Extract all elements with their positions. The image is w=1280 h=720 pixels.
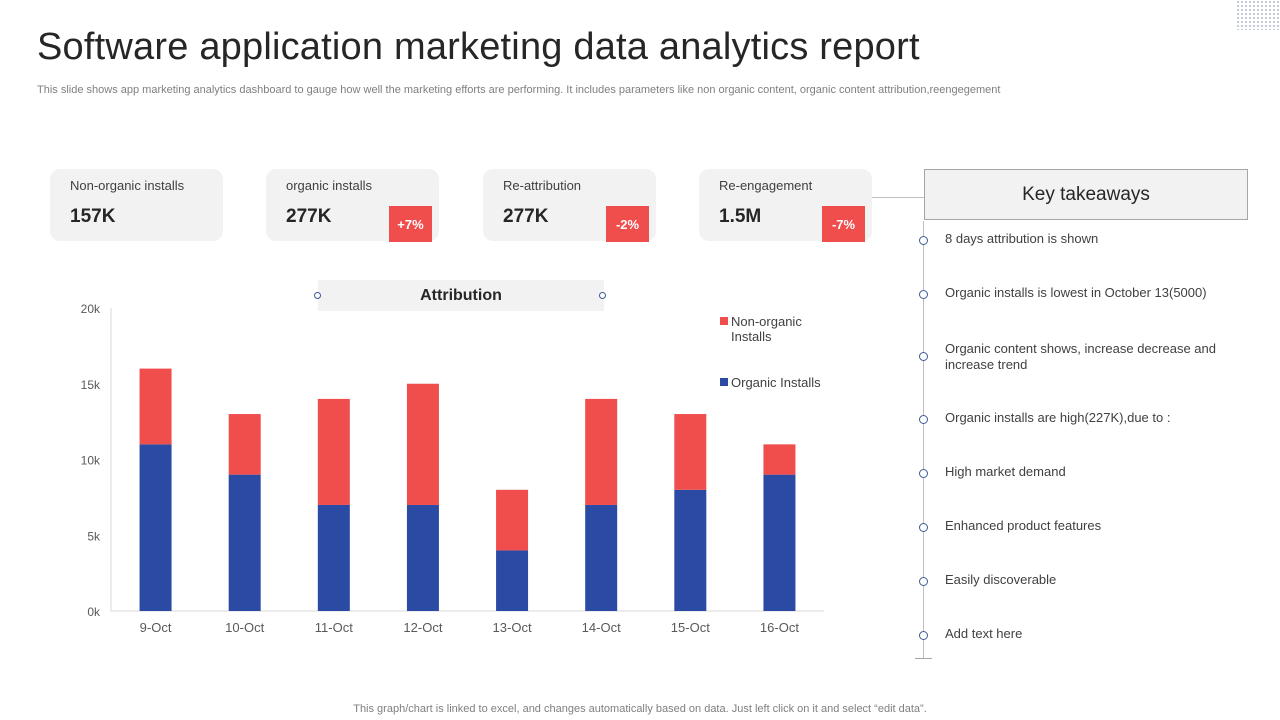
takeaway-text: Organic content shows, increase decrease… [945,341,1216,372]
y-tick-label: 5k [87,529,101,543]
x-tick-label: 15-Oct [671,620,710,635]
bar-organic-installs-10-oct [228,474,261,611]
decorative-dot-grid [1236,0,1280,30]
bar-non-organic-installs-11-oct [317,398,350,505]
takeaway-text: High market demand [945,464,1066,479]
kpi-value: 157K [70,206,116,227]
kpi-change-badge: -7% [822,206,865,242]
timeline-dot-icon [919,631,928,640]
connector-line [872,197,924,198]
page-title: Software application marketing data anal… [37,26,920,68]
bar-non-organic-installs-14-oct [585,398,618,505]
kpi-value: 277K [286,206,332,227]
bar-organic-installs-11-oct [317,504,350,611]
bar-organic-installs-16-oct [763,474,796,611]
x-tick-label: 10-Oct [225,620,264,635]
timeline-dot-icon [919,290,928,299]
takeaway-text: Organic installs are high(227K),due to : [945,410,1171,425]
x-tick-label: 16-Oct [760,620,799,635]
takeaway-text: Easily discoverable [945,572,1057,587]
kpi-label: Non-organic installs [70,178,185,193]
kpi-change-badge: +7% [389,206,432,242]
y-tick-label: 20k [81,302,101,316]
takeaway-text: Organic installs is lowest in October 13… [945,285,1207,300]
x-tick-label: 14-Oct [582,620,621,635]
x-tick-label: 13-Oct [493,620,532,635]
bar-non-organic-installs-10-oct [228,414,261,475]
chart-title: Attribution [318,280,604,311]
bar-non-organic-installs-15-oct [674,414,707,490]
takeaway-text: Enhanced product features [945,518,1102,533]
takeaway-text: 8 days attribution is shown [945,231,1099,246]
legend-label: Non-organic Installs [731,314,802,344]
footer-note: This graph/chart is linked to excel, and… [353,703,927,715]
bar-organic-installs-9-oct [139,444,172,611]
legend-label: Organic Installs [731,375,821,390]
y-tick-label: 0k [87,605,101,619]
bar-organic-installs-15-oct [674,489,707,611]
y-tick-label: 15k [81,378,101,392]
x-tick-label: 12-Oct [403,620,442,635]
bar-organic-installs-12-oct [406,504,439,611]
selection-handle-icon [314,292,321,299]
takeaways-timeline-end [915,658,932,659]
bar-non-organic-installs-13-oct [496,489,529,551]
key-takeaways-heading: Key takeaways [924,169,1248,220]
bar-organic-installs-14-oct [585,504,618,611]
timeline-dot-icon [919,523,928,532]
legend-swatch [720,317,728,325]
timeline-dot-icon [919,236,928,245]
takeaways-timeline [923,221,924,659]
bar-non-organic-installs-9-oct [139,368,172,445]
kpi-value: 277K [503,206,549,227]
kpi-change-badge: -2% [606,206,649,242]
kpi-label: Re-engagement [719,178,813,193]
bar-organic-installs-13-oct [496,550,529,611]
timeline-dot-icon [919,469,928,478]
page-subtitle: This slide shows app marketing analytics… [37,84,1001,96]
x-tick-label: 9-Oct [140,620,172,635]
takeaway-text: Add text here [945,626,1023,641]
kpi-label: organic installs [286,178,372,193]
kpi-card-non-organic-installs: Non-organic installs 157K [50,169,223,241]
timeline-dot-icon [919,577,928,586]
selection-handle-icon [599,292,606,299]
bar-non-organic-installs-16-oct [763,444,796,475]
kpi-value: 1.5M [719,206,762,227]
kpi-card-re-engagement: Re-engagement 1.5M -7% [699,169,872,242]
timeline-dot-icon [919,415,928,424]
y-tick-label: 10k [81,454,101,468]
bar-non-organic-installs-12-oct [406,383,439,505]
x-tick-label: 11-Oct [315,620,353,635]
timeline-dot-icon [919,352,928,361]
kpi-label: Re-attribution [503,178,582,193]
kpi-card-organic-installs: organic installs 277K +7% [266,169,439,242]
kpi-card-re-attribution: Re-attribution 277K -2% [483,169,656,242]
legend-swatch [720,378,728,386]
